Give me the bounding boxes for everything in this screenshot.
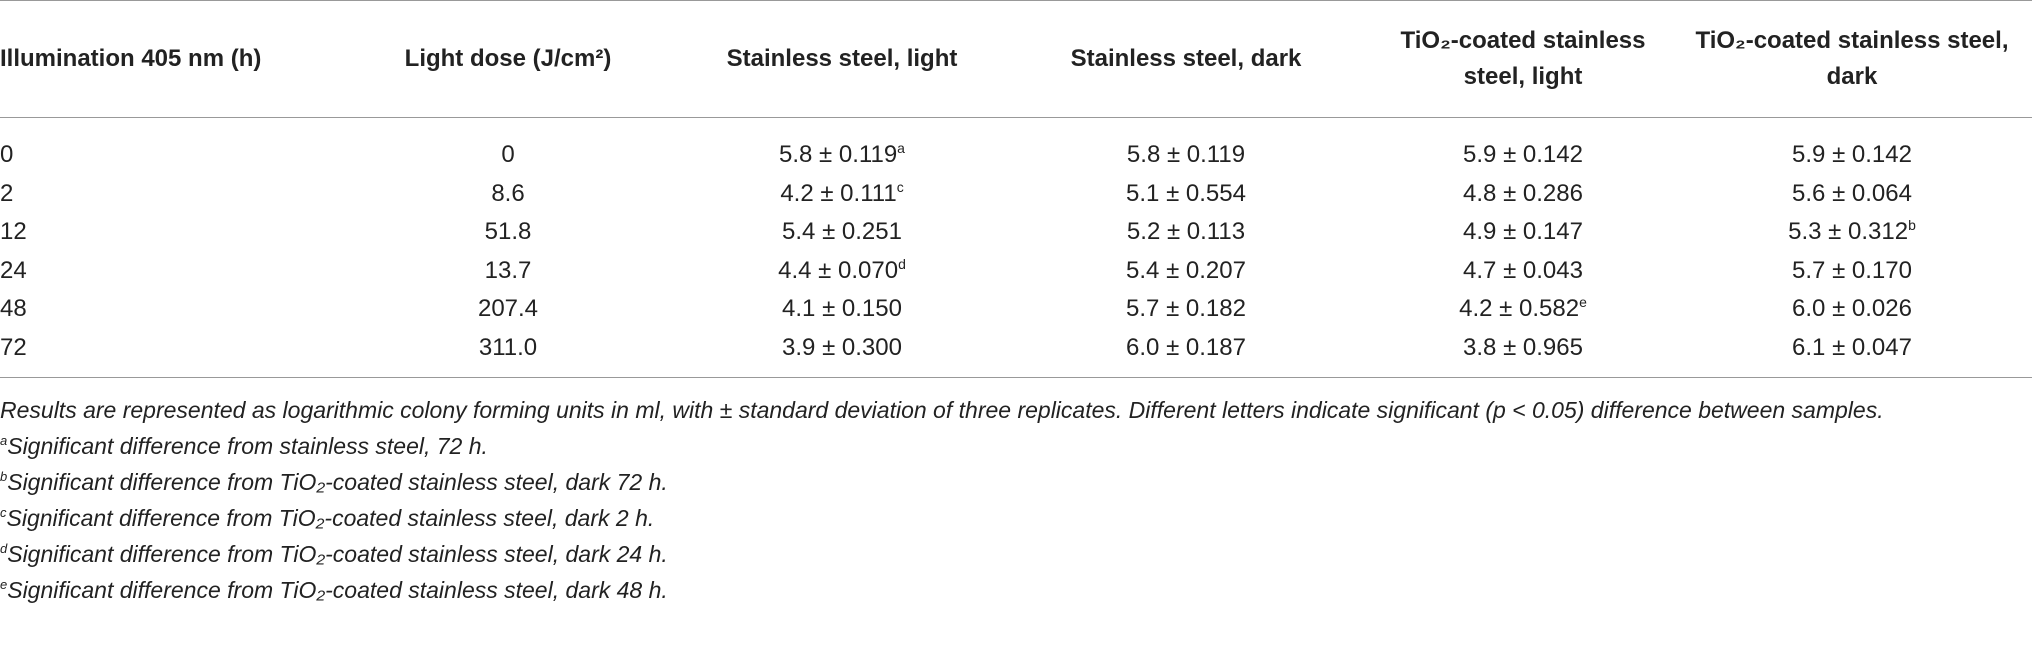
table-cell: 3.8 ± 0.965 <box>1463 333 1583 361</box>
cell-value: 4.2 ± 0.582 <box>1459 295 1580 323</box>
table-cell: 6.0 ± 0.187 <box>1126 333 1246 361</box>
table-row: 24 13.7 4.4 ± 0.070d 5.4 ± 0.207 4.7 ± 0.043… <box>0 252 2032 291</box>
footnote-marker: b <box>1908 217 1916 234</box>
header-cell: Light dose (J/cm²) <box>404 45 612 72</box>
footnote-text: Significant difference from stainless st… <box>7 433 488 459</box>
cell-value: 5.3 ± 0.312 <box>1788 218 1909 246</box>
table-row: 72 311.0 3.9 ± 0.300 6.0 ± 0.187 3.8 ± 0.965… <box>0 329 2032 378</box>
footnote: bSignificant difference from TiO₂-coated… <box>0 464 2032 500</box>
table-cell: 72 <box>0 333 27 361</box>
header-cell: Illumination 405 nm (h) <box>0 45 262 72</box>
footnote-text: Significant difference from TiO₂-coated … <box>7 541 668 567</box>
table-cell: 5.3 ± 0.312b <box>1672 213 2032 252</box>
header-row: Illumination 405 nm (h) Light dose (J/cm²… <box>0 0 2032 118</box>
footnote-marker: c <box>0 505 7 520</box>
header-cell: Stainless steel, dark <box>1070 45 1302 72</box>
footnote: aSignificant difference from stainless s… <box>0 428 2032 464</box>
table-cell: 2 <box>0 179 14 207</box>
footnote-text: Significant difference from TiO₂-coated … <box>6 505 655 531</box>
table-cell: 6.1 ± 0.047 <box>1792 333 1912 361</box>
footnote: cSignificant difference from TiO₂-coated… <box>0 500 2032 536</box>
table-cell: 4.9 ± 0.147 <box>1463 218 1583 246</box>
table-row: 12 51.8 5.4 ± 0.251 5.2 ± 0.113 4.9 ± 0.147 5… <box>0 213 2032 252</box>
header-cell: TiO₂-coated stainless steel, light <box>1400 27 1646 90</box>
table-row: 2 8.6 4.2 ± 0.111c 5.1 ± 0.554 4.8 ± 0.286 5.… <box>0 175 2032 214</box>
footnotes: Results are represented as logarithmic c… <box>0 378 2032 608</box>
table-cell: 5.4 ± 0.207 <box>1126 256 1246 284</box>
header-cell: Stainless steel, light <box>726 45 958 72</box>
table-cell: 24 <box>0 256 27 284</box>
header-cell: TiO₂-coated stainless steel, dark <box>1695 27 2009 90</box>
footnote-marker: b <box>0 469 8 484</box>
table-cell: 0 <box>0 141 14 169</box>
table-cell: 51.8 <box>484 218 532 246</box>
table-cell: 6.0 ± 0.026 <box>1792 295 1912 323</box>
table-cell: 4.1 ± 0.150 <box>782 295 902 323</box>
table-cell: 4.8 ± 0.286 <box>1463 179 1583 207</box>
footnote-marker: e <box>1579 294 1587 311</box>
table-cell: 4.2 ± 0.111c <box>686 175 998 214</box>
table-cell: 5.8 ± 0.119a <box>686 118 998 175</box>
table-cell: 5.9 ± 0.142 <box>1463 141 1583 169</box>
footnote-marker: a <box>0 433 8 448</box>
table-cell: 4.4 ± 0.070d <box>686 252 998 291</box>
footnote-marker: e <box>0 577 8 592</box>
table-cell: 3.9 ± 0.300 <box>782 333 902 361</box>
table-cell: 5.9 ± 0.142 <box>1792 141 1912 169</box>
table-cell: 5.6 ± 0.064 <box>1792 179 1912 207</box>
table-cell: 48 <box>0 295 27 323</box>
table-header: Illumination 405 nm (h) Light dose (J/cm²… <box>0 0 2032 118</box>
footnote-text: Results are represented as logarithmic c… <box>0 397 1884 423</box>
table-cell: 5.2 ± 0.113 <box>1126 218 1246 246</box>
table-cell: 5.7 ± 0.182 <box>1126 295 1246 323</box>
table-cell: 5.1 ± 0.554 <box>1126 179 1246 207</box>
footnote: Results are represented as logarithmic c… <box>0 392 2032 428</box>
table-cell: 4.7 ± 0.043 <box>1463 256 1583 284</box>
cell-value: 4.4 ± 0.070 <box>778 256 899 284</box>
table-row: 48 207.4 4.1 ± 0.150 5.7 ± 0.182 4.2 ± 0.582… <box>0 290 2032 329</box>
table-cell: 0 <box>501 141 515 169</box>
table-cell: 12 <box>0 218 27 246</box>
data-table: Illumination 405 nm (h) Light dose (J/cm²… <box>0 0 2032 378</box>
table-cell: 5.8 ± 0.119 <box>1126 141 1246 169</box>
footnote-text: Significant difference from TiO₂-coated … <box>7 577 668 603</box>
cell-value: 4.2 ± 0.111 <box>780 179 897 207</box>
table-cell: 4.2 ± 0.582e <box>1374 290 1672 329</box>
footnote-marker: d <box>898 255 906 272</box>
footnote-text: Significant difference from TiO₂-coated … <box>7 469 668 495</box>
table-cell: 311.0 <box>478 333 538 361</box>
table-cell: 5.7 ± 0.170 <box>1792 256 1912 284</box>
footnote-marker: c <box>896 178 904 195</box>
table-cell: 5.4 ± 0.251 <box>782 218 902 246</box>
table-cell: 8.6 <box>491 179 525 207</box>
table-body: 0 0 5.8 ± 0.119a 5.8 ± 0.119 5.9 ± 0.142 5.9 … <box>0 118 2032 378</box>
table-cell: 13.7 <box>484 256 532 284</box>
footnote-marker: a <box>897 140 905 157</box>
table-row: 0 0 5.8 ± 0.119a 5.8 ± 0.119 5.9 ± 0.142 5.9 … <box>0 118 2032 175</box>
table-cell: 207.4 <box>477 295 539 323</box>
footnote: eSignificant difference from TiO₂-coated… <box>0 572 2032 608</box>
footnote-marker: d <box>0 541 8 556</box>
cell-value: 5.8 ± 0.119 <box>779 141 898 169</box>
footnote: dSignificant difference from TiO₂-coated… <box>0 536 2032 572</box>
